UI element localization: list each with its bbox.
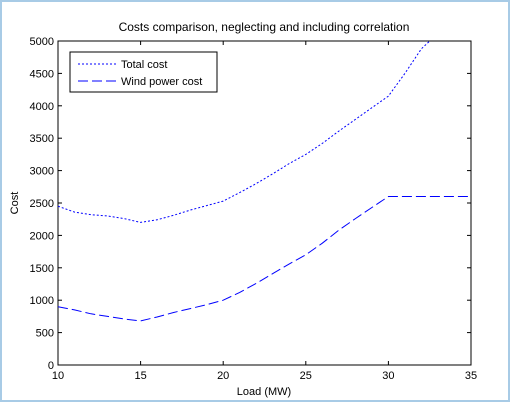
x-tick-label: 35 — [465, 370, 477, 382]
y-axis-label: Cost — [9, 192, 21, 215]
axis-ticks: 10 15 20 25 30 35 0 500 1000 1500 2000 2500 3000 3500… — [30, 36, 478, 382]
y-tick-label: 500 — [36, 328, 54, 340]
x-tick-label: 25 — [300, 370, 312, 382]
legend: Total cost Wind power cost — [69, 51, 218, 93]
y-tick-label: 2000 — [30, 230, 54, 242]
series-line-wind-power-cost — [57, 196, 471, 322]
x-tick-label: 10 — [52, 370, 64, 382]
chart-title: Costs comparison, neglecting and includi… — [119, 20, 410, 34]
y-tick-label: 1500 — [30, 263, 54, 275]
x-tick-label: 15 — [134, 370, 146, 382]
series-layer — [57, 40, 471, 322]
legend-label-wind-power-cost: Wind power cost — [121, 76, 202, 88]
y-tick-label: 3500 — [30, 133, 54, 145]
x-tick-label: 30 — [382, 370, 394, 382]
y-tick-label: 3000 — [30, 166, 54, 178]
y-tick-label: 4500 — [30, 68, 54, 80]
plot-area — [57, 40, 472, 366]
y-tick-label: 2500 — [30, 198, 54, 210]
legend-box — [69, 51, 218, 93]
x-tick-label: 20 — [217, 370, 229, 382]
legend-label-total-cost: Total cost — [121, 59, 167, 71]
y-tick-label: 1000 — [30, 295, 54, 307]
series-line-total-cost — [57, 40, 431, 223]
y-tick-label: 4000 — [30, 101, 54, 113]
y-tick-label: 0 — [48, 360, 54, 372]
x-axis-label: Load (MW) — [237, 386, 291, 398]
y-tick-label: 5000 — [30, 36, 54, 48]
